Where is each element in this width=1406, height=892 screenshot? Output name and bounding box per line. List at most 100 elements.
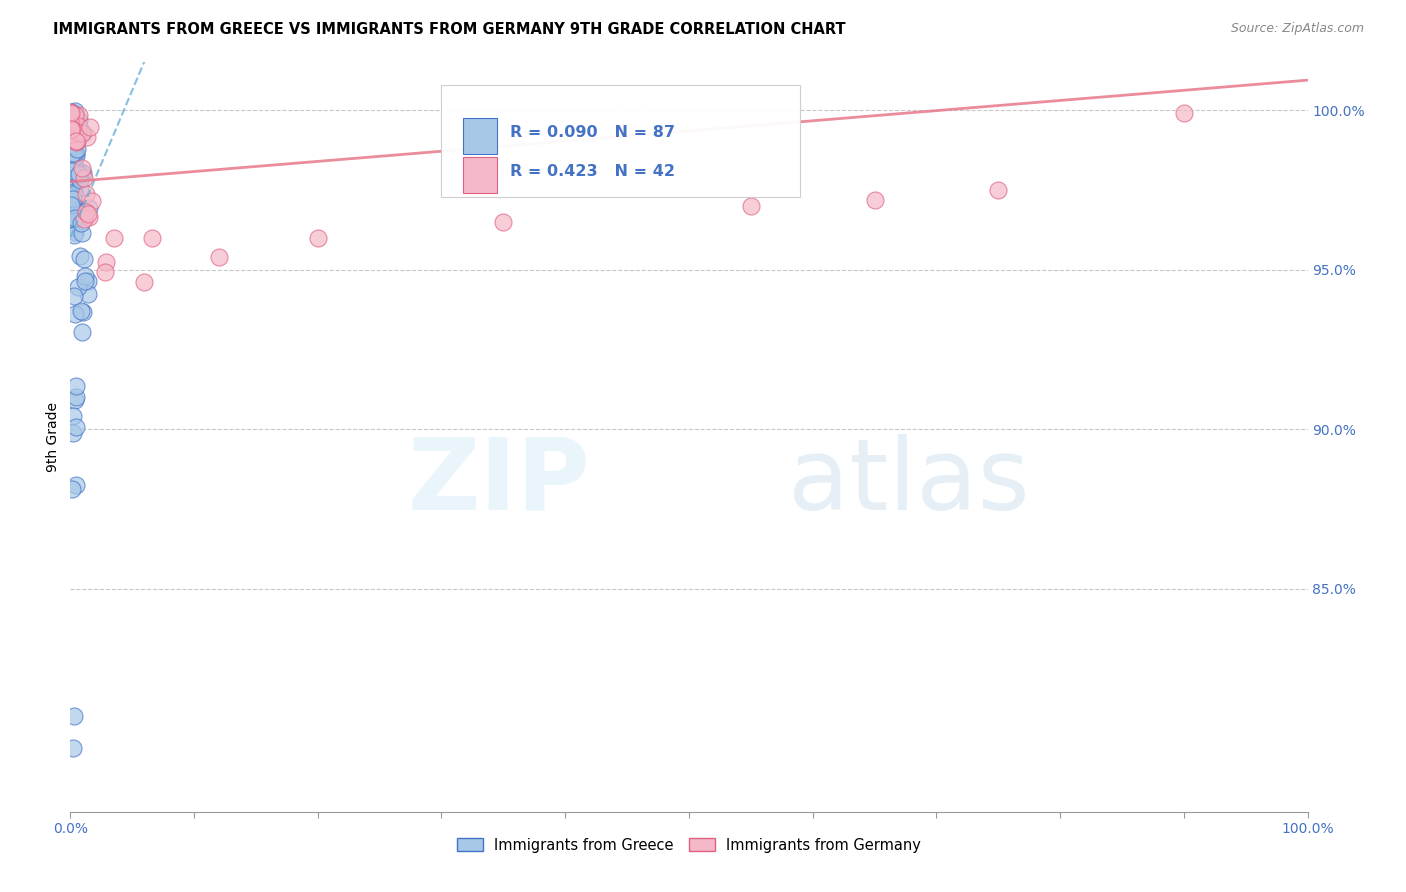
Point xyxy=(65,135,87,149)
Point xyxy=(141,230,163,244)
Point xyxy=(63,709,86,723)
Point xyxy=(76,274,98,288)
Point xyxy=(1173,106,1195,120)
Point xyxy=(62,183,84,197)
Point xyxy=(59,190,82,204)
Point xyxy=(65,307,87,321)
Point xyxy=(65,134,87,148)
Point xyxy=(70,325,93,339)
Point xyxy=(59,185,82,199)
Point xyxy=(73,268,96,283)
Point xyxy=(77,286,100,301)
Point xyxy=(93,265,115,279)
Point xyxy=(63,107,86,121)
Point xyxy=(62,137,84,152)
Point xyxy=(66,134,89,148)
Point xyxy=(65,113,87,128)
Point xyxy=(70,216,93,230)
Point xyxy=(67,108,90,122)
Point xyxy=(72,126,94,140)
Point xyxy=(60,189,83,203)
Point xyxy=(63,225,86,239)
Point xyxy=(73,252,96,266)
Point xyxy=(60,165,83,179)
Point xyxy=(62,409,84,424)
Point xyxy=(63,202,86,216)
Point xyxy=(863,193,886,207)
Text: R = 0.090   N = 87: R = 0.090 N = 87 xyxy=(509,125,675,140)
Point xyxy=(69,248,91,262)
Point xyxy=(66,133,89,147)
Point xyxy=(60,483,83,497)
Point xyxy=(65,199,87,213)
Point xyxy=(63,289,86,303)
Point xyxy=(62,141,84,155)
Point xyxy=(65,103,87,118)
Point xyxy=(73,212,96,227)
Point xyxy=(63,156,86,170)
Point xyxy=(79,201,101,215)
Point xyxy=(72,226,94,240)
Point xyxy=(70,161,93,175)
Point xyxy=(60,121,83,136)
Point xyxy=(67,113,90,128)
Point xyxy=(60,136,83,151)
Point xyxy=(60,119,83,133)
Point xyxy=(65,111,87,125)
Point xyxy=(66,280,89,294)
Text: ZIP: ZIP xyxy=(408,434,591,531)
Point xyxy=(987,183,1010,197)
Point xyxy=(62,112,84,126)
Point xyxy=(77,210,100,224)
Point xyxy=(66,127,89,141)
Point xyxy=(134,276,156,290)
Point xyxy=(65,390,87,404)
Point xyxy=(63,166,86,180)
Point xyxy=(208,250,231,264)
Point xyxy=(65,477,87,491)
Point xyxy=(67,167,90,181)
Point xyxy=(59,122,82,136)
Point xyxy=(103,231,125,245)
Point xyxy=(66,119,89,133)
Point xyxy=(63,111,86,125)
Point xyxy=(63,148,86,162)
Point xyxy=(59,105,82,120)
Point xyxy=(62,217,84,231)
Text: R = 0.423   N = 42: R = 0.423 N = 42 xyxy=(509,164,675,179)
Point xyxy=(80,194,103,209)
Point xyxy=(492,215,515,229)
Point xyxy=(59,137,82,152)
Point xyxy=(59,105,82,120)
Point xyxy=(66,205,89,219)
Point xyxy=(59,122,82,136)
Point xyxy=(72,171,94,186)
Point xyxy=(60,163,83,178)
Point xyxy=(60,163,83,178)
Point xyxy=(72,305,94,319)
Point xyxy=(69,173,91,187)
Point xyxy=(63,393,86,408)
Point xyxy=(62,214,84,228)
Point xyxy=(62,192,84,206)
Point xyxy=(59,106,82,120)
Point xyxy=(76,129,98,144)
Point xyxy=(72,166,94,180)
Point xyxy=(60,107,83,121)
Point xyxy=(59,106,82,120)
Point xyxy=(62,228,84,243)
Point xyxy=(60,206,83,220)
Text: Source: ZipAtlas.com: Source: ZipAtlas.com xyxy=(1230,22,1364,36)
Point xyxy=(62,145,84,160)
Point xyxy=(62,141,84,155)
Point xyxy=(65,145,87,160)
FancyBboxPatch shape xyxy=(463,157,498,193)
Point xyxy=(62,741,84,756)
Point xyxy=(77,207,100,221)
Point xyxy=(60,154,83,169)
Point xyxy=(70,303,93,318)
FancyBboxPatch shape xyxy=(463,118,498,153)
Point xyxy=(60,128,83,142)
Y-axis label: 9th Grade: 9th Grade xyxy=(46,402,60,472)
Point xyxy=(63,146,86,161)
